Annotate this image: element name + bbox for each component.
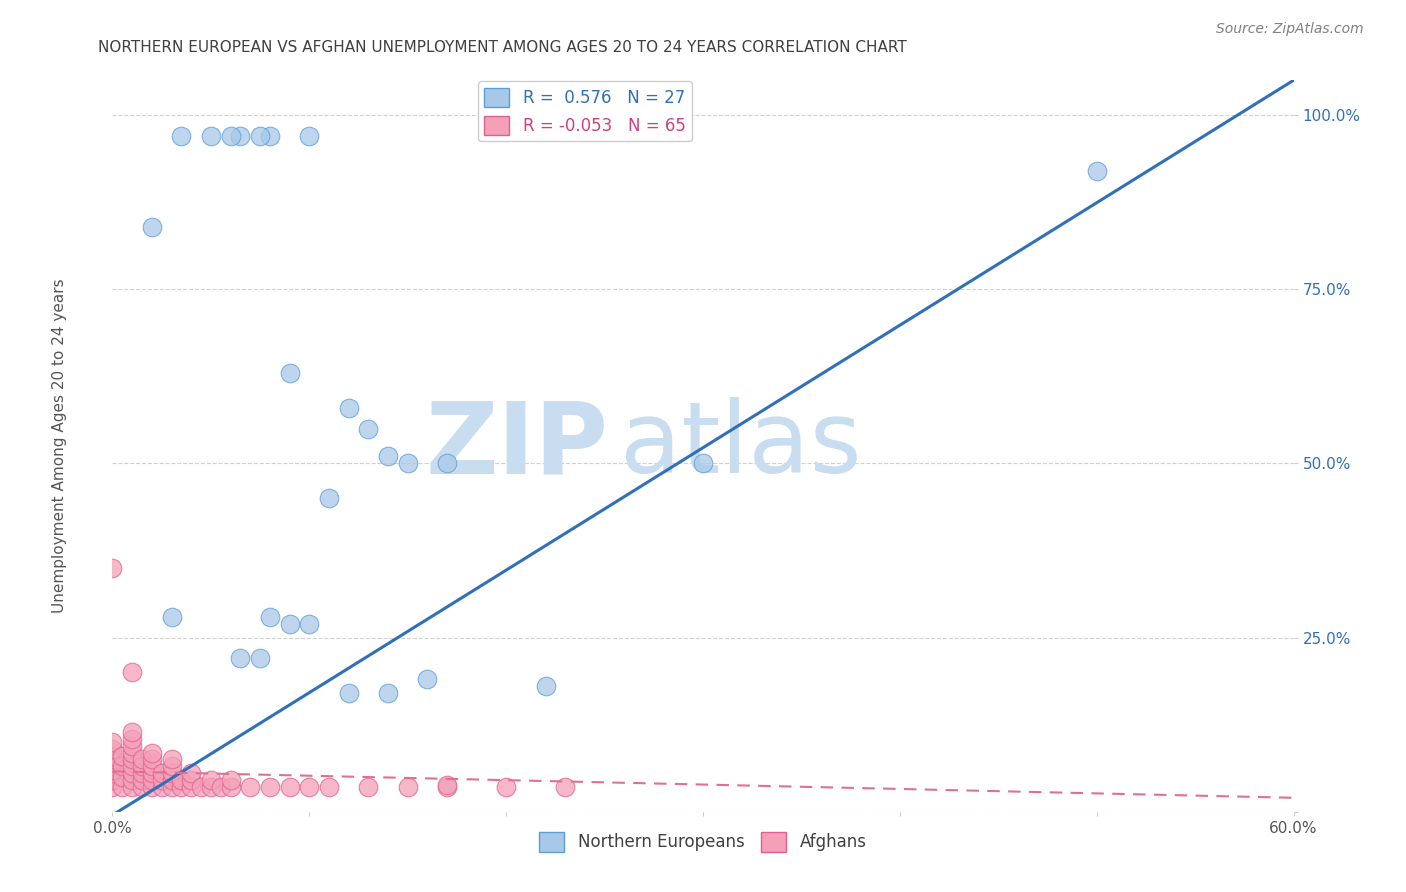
Point [1085,164,1108,178]
Text: ZIP: ZIP [426,398,609,494]
Point [259,128,281,143]
Point [111,759,134,773]
Point [121,739,143,753]
Point [160,766,183,780]
Point [131,773,153,788]
Point [101,752,124,766]
Point [209,780,232,795]
Point [101,735,124,749]
Point [357,421,380,435]
Point [121,766,143,780]
Point [121,724,143,739]
Point [377,686,399,700]
Point [121,746,143,760]
Point [121,780,143,795]
Point [101,773,124,788]
Point [141,759,163,773]
Point [278,616,301,631]
Point [131,766,153,780]
Text: atlas: atlas [620,398,862,494]
Point [200,773,222,788]
Point [200,128,222,143]
Point [337,686,360,700]
Point [219,773,242,788]
Point [141,219,163,234]
Point [131,780,153,795]
Point [170,773,193,788]
Legend: Northern Europeans, Afghans: Northern Europeans, Afghans [533,826,873,858]
Point [229,128,252,143]
Point [101,766,124,780]
Point [121,731,143,746]
Point [160,752,183,766]
Point [141,780,163,795]
Point [180,780,202,795]
Point [416,673,439,687]
Point [219,780,242,795]
Point [160,759,183,773]
Point [278,366,301,380]
Point [259,780,281,795]
Point [160,609,183,624]
Point [219,128,242,143]
Point [396,457,419,471]
Point [180,773,202,788]
Point [229,651,252,665]
Point [150,766,173,780]
Point [396,780,419,795]
Point [554,780,576,795]
Point [170,128,193,143]
Point [121,759,143,773]
Text: NORTHERN EUROPEAN VS AFGHAN UNEMPLOYMENT AMONG AGES 20 TO 24 YEARS CORRELATION C: NORTHERN EUROPEAN VS AFGHAN UNEMPLOYMENT… [98,40,907,55]
Point [101,742,124,756]
Point [141,746,163,760]
Point [298,780,321,795]
Point [160,773,183,788]
Point [318,491,340,506]
Point [170,780,193,795]
Text: Source: ZipAtlas.com: Source: ZipAtlas.com [1216,22,1364,37]
Point [436,457,458,471]
Point [249,128,271,143]
Point [298,128,321,143]
Point [160,780,183,795]
Point [495,780,517,795]
Point [101,561,124,575]
Point [692,457,714,471]
Point [259,609,281,624]
Point [131,752,153,766]
Point [150,773,173,788]
Point [121,665,143,680]
Point [337,401,360,415]
Point [101,749,124,764]
Point [150,780,173,795]
Point [101,780,124,795]
Point [436,778,458,792]
Point [101,756,124,770]
Point [101,763,124,777]
Point [180,766,202,780]
Point [278,780,301,795]
Point [377,450,399,464]
Point [436,780,458,795]
Point [141,752,163,766]
Point [111,770,134,784]
Point [249,651,271,665]
Point [121,752,143,766]
Text: Unemployment Among Ages 20 to 24 years: Unemployment Among Ages 20 to 24 years [52,278,66,614]
Point [298,616,321,631]
Point [239,780,262,795]
Point [111,749,134,764]
Point [131,759,153,773]
Point [141,773,163,788]
Point [111,780,134,795]
Point [121,773,143,788]
Point [534,679,557,693]
Point [318,780,340,795]
Point [141,766,163,780]
Point [190,780,212,795]
Point [357,780,380,795]
Point [200,780,222,795]
